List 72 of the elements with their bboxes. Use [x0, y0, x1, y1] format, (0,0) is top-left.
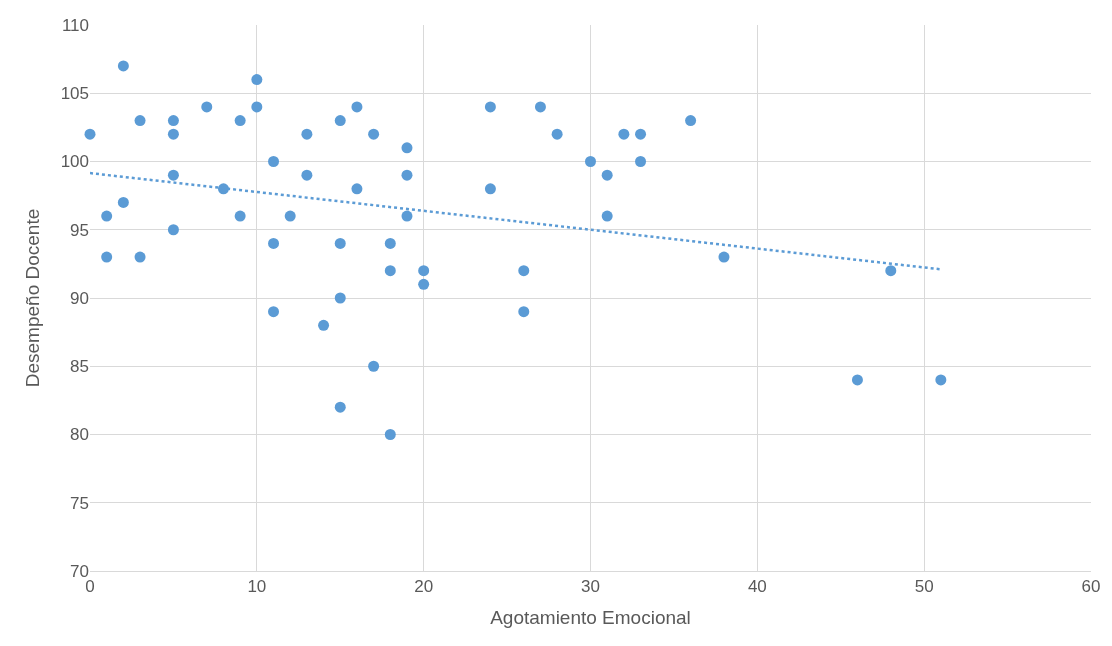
point: [268, 237, 280, 249]
point: [885, 265, 897, 277]
point: [534, 101, 546, 113]
point: [401, 210, 413, 222]
point: [484, 183, 496, 195]
point: [134, 115, 146, 127]
point: [384, 265, 396, 277]
point: [368, 128, 380, 140]
point: [401, 142, 413, 154]
point: [585, 156, 596, 167]
point: [518, 265, 530, 277]
point: [117, 196, 129, 208]
point: [351, 101, 363, 113]
point: [685, 115, 697, 127]
point: [334, 237, 346, 249]
x-axis-title: Agotamiento Emocional: [490, 607, 691, 629]
y-tick-label: 90: [70, 288, 89, 308]
y-tick-label: 105: [60, 84, 89, 104]
point: [134, 251, 146, 263]
x-tick-label: 50: [914, 577, 934, 597]
point: [484, 101, 496, 113]
x-tick-label: 10: [247, 577, 267, 597]
point: [101, 251, 113, 263]
point: [167, 128, 179, 140]
point: [718, 251, 730, 263]
point: [618, 128, 630, 140]
point: [251, 101, 263, 113]
point: [301, 169, 313, 181]
point: [251, 74, 263, 86]
point: [117, 60, 129, 72]
y-tick-label: 100: [60, 152, 89, 172]
point: [601, 169, 613, 181]
point: [851, 374, 863, 386]
point: [418, 265, 430, 277]
point: [84, 128, 96, 140]
x-tick-label: 60: [1081, 577, 1101, 597]
point: [368, 360, 380, 372]
point: [101, 210, 113, 222]
point: [418, 278, 430, 290]
point: [635, 128, 647, 140]
point: [384, 429, 396, 440]
point: [334, 292, 346, 304]
point: [268, 306, 280, 318]
point: [601, 210, 613, 222]
point: [167, 224, 179, 236]
point: [167, 115, 179, 127]
point: [167, 169, 179, 181]
point: [551, 128, 563, 140]
point: [401, 169, 413, 181]
point: [334, 115, 346, 127]
x-tick-label: 40: [747, 577, 767, 597]
point: [284, 210, 296, 222]
point: [518, 306, 530, 318]
y-tick-label: 75: [70, 493, 89, 513]
x-tick-label: 30: [581, 577, 600, 597]
point: [234, 115, 246, 127]
x-tick-label: 20: [414, 577, 434, 597]
point: [318, 319, 330, 331]
y-tick-label: 110: [61, 15, 89, 35]
point: [935, 374, 947, 386]
y-axis-title: Desempeño Docente: [22, 208, 44, 388]
point: [268, 156, 280, 167]
y-tick-label: 85: [70, 357, 89, 377]
point: [301, 128, 313, 140]
point: [384, 237, 396, 249]
point: [234, 210, 246, 222]
point: [351, 183, 363, 195]
point: [635, 156, 647, 167]
y-tick-label: 95: [70, 220, 89, 240]
point: [334, 401, 346, 413]
point: [201, 101, 213, 113]
y-tick-label: 80: [70, 425, 89, 445]
